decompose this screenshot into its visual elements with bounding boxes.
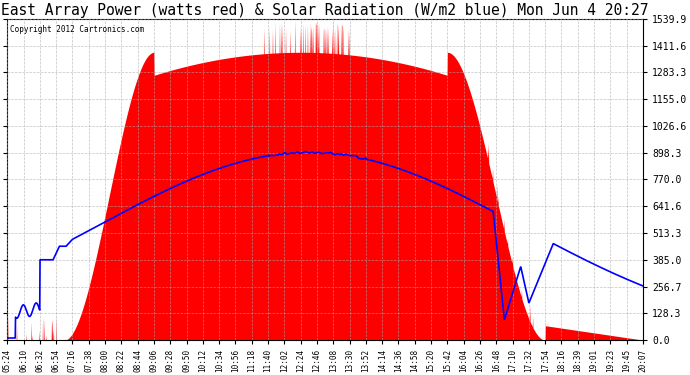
Text: Copyright 2012 Cartronics.com: Copyright 2012 Cartronics.com [10,26,145,34]
Title: East Array Power (watts red) & Solar Radiation (W/m2 blue) Mon Jun 4 20:27: East Array Power (watts red) & Solar Rad… [1,3,649,18]
